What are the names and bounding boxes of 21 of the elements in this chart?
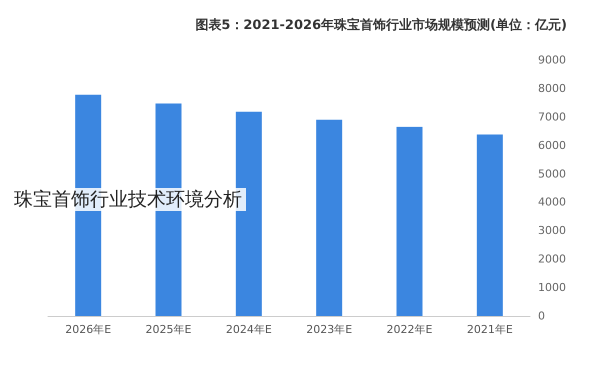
y-tick-label: 2000 — [538, 252, 566, 266]
y-tick-label: 3000 — [538, 224, 566, 238]
x-tick-label: 2023年E — [306, 323, 352, 336]
x-tick-label: 2025年E — [146, 323, 192, 336]
bar — [476, 134, 503, 316]
bar — [396, 126, 422, 316]
y-tick-label: 5000 — [538, 167, 566, 180]
x-tick-label: 2024年E — [226, 323, 272, 336]
y-tick-label: 7000 — [538, 110, 566, 124]
y-tick-label: 9000 — [538, 54, 566, 66]
annotation: 珠宝首饰行业技术环境分析 — [14, 188, 242, 210]
y-tick-label: 1000 — [538, 281, 566, 294]
y-tick-label: 0 — [538, 310, 545, 322]
bar — [316, 120, 342, 316]
y-tick-label: 8000 — [538, 82, 566, 95]
y-tick-label: 4000 — [538, 196, 566, 209]
chart-title: 图表5：2021-2026年珠宝首饰行业市场规模预测(单位：亿元) — [195, 17, 567, 33]
x-tick-label: 2021年E — [466, 323, 513, 336]
y-tick-label: 6000 — [538, 138, 566, 152]
x-tick-label: 2022年E — [386, 323, 433, 336]
x-tick-label: 2026年E — [65, 323, 112, 336]
